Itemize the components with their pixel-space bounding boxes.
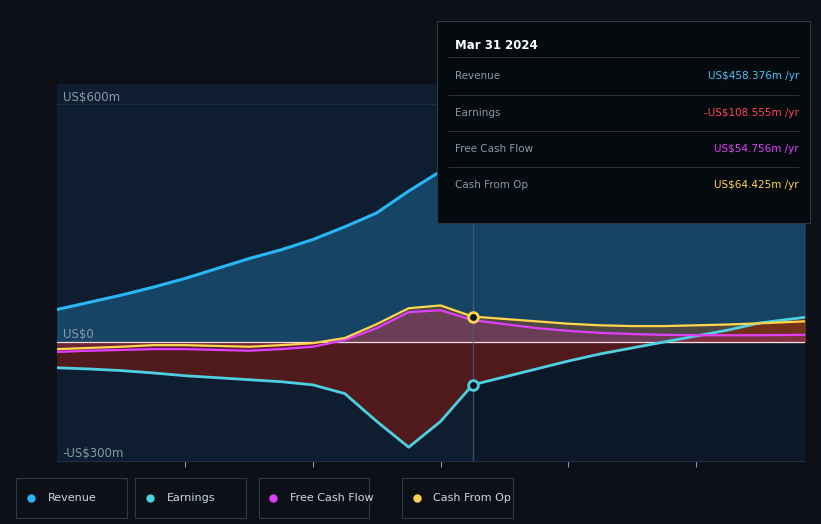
Text: US$458.376m /yr: US$458.376m /yr — [708, 71, 799, 81]
Bar — [57, 84, 473, 461]
Text: US$54.756m /yr: US$54.756m /yr — [714, 144, 799, 154]
Text: Earnings: Earnings — [167, 493, 215, 503]
Text: Past: Past — [438, 96, 465, 109]
Text: Revenue: Revenue — [456, 71, 501, 81]
Text: -US$300m: -US$300m — [62, 447, 124, 460]
Text: Cash From Op: Cash From Op — [456, 180, 529, 190]
Text: Free Cash Flow: Free Cash Flow — [456, 144, 534, 154]
Text: Mar 31 2024: Mar 31 2024 — [456, 39, 539, 52]
Text: Cash From Op: Cash From Op — [433, 493, 511, 503]
Bar — [473, 84, 805, 461]
Text: US$64.425m /yr: US$64.425m /yr — [714, 180, 799, 190]
Text: Free Cash Flow: Free Cash Flow — [290, 493, 374, 503]
Text: Analysts Forecasts: Analysts Forecasts — [480, 96, 597, 109]
Text: Earnings: Earnings — [456, 108, 501, 118]
Text: US$0: US$0 — [62, 328, 94, 341]
Text: US$600m: US$600m — [62, 91, 120, 104]
Text: -US$108.555m /yr: -US$108.555m /yr — [704, 108, 799, 118]
Text: Revenue: Revenue — [48, 493, 96, 503]
